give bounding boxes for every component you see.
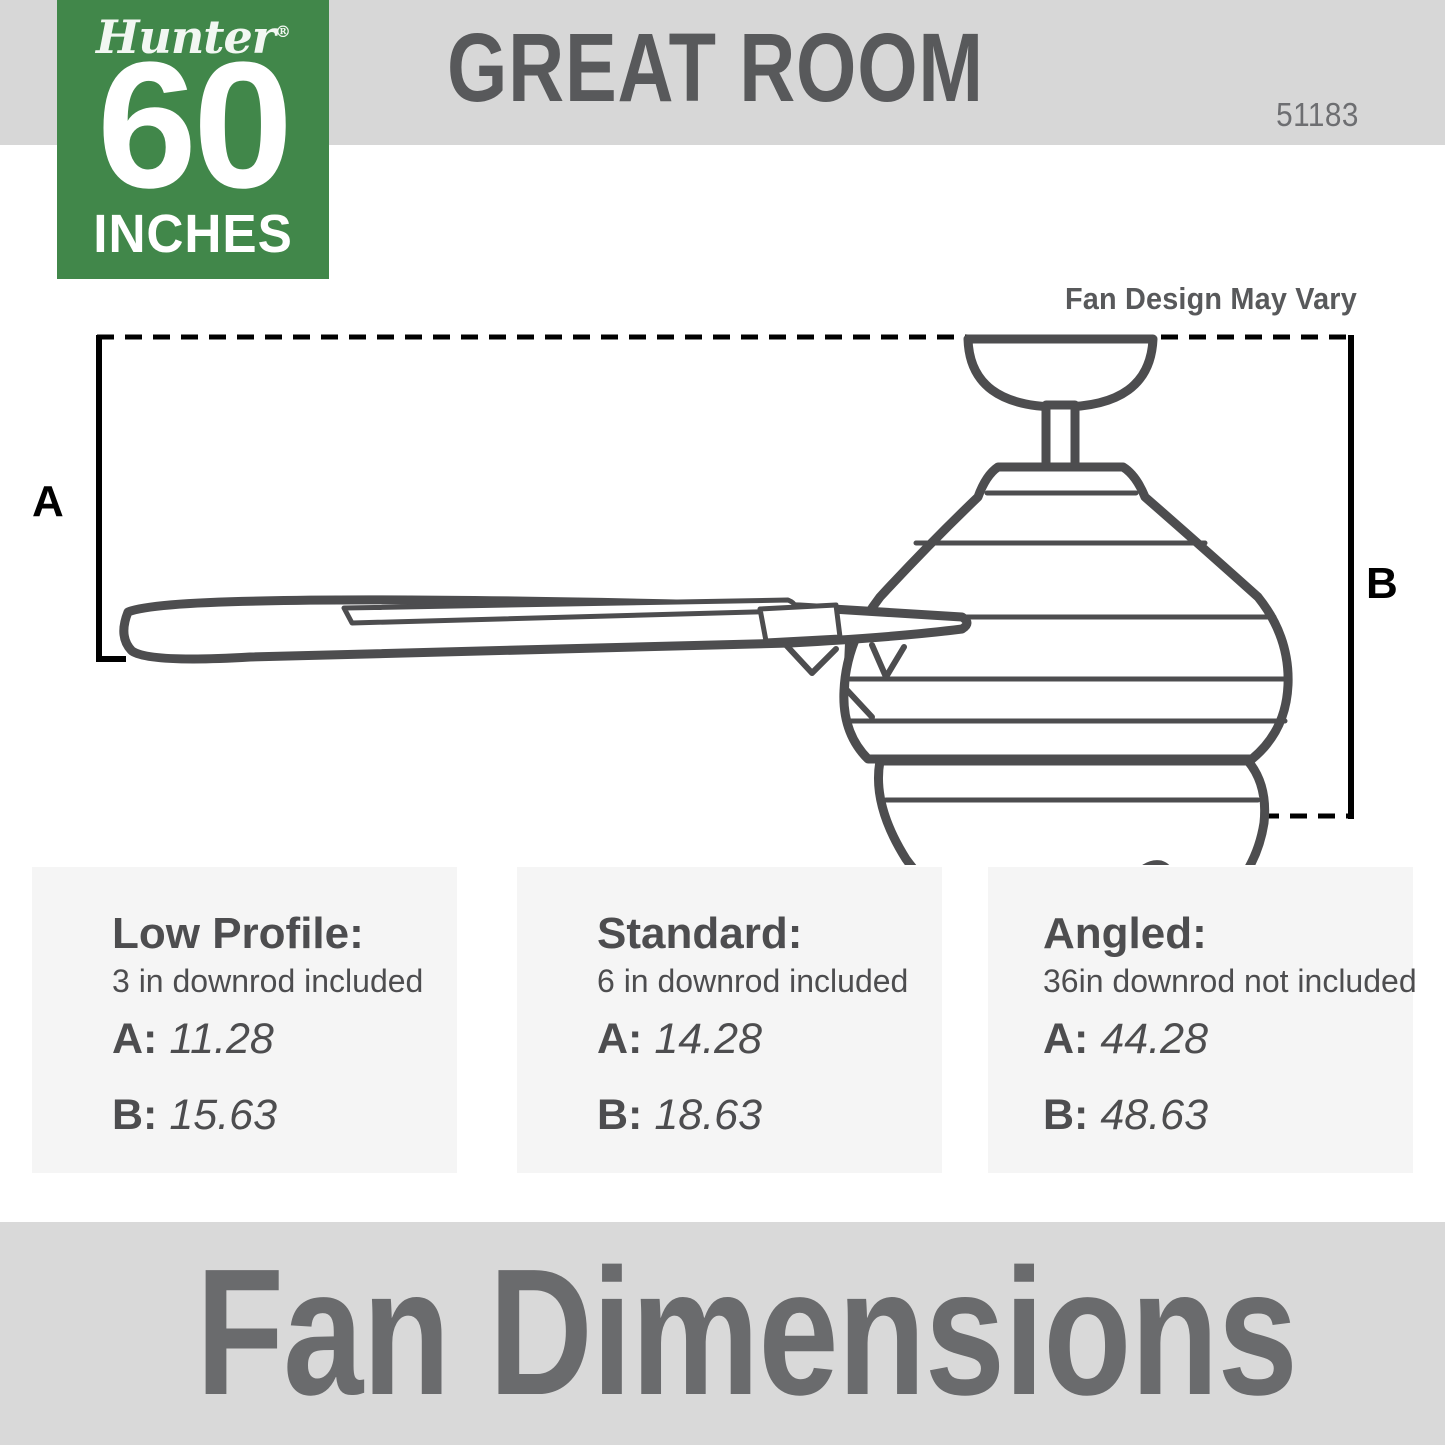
card-row-a-key: A: — [1043, 1015, 1089, 1063]
size-badge: Hunter 60 INCHES — [57, 0, 329, 279]
card-subtitle: 3 in downrod included — [112, 963, 424, 999]
fan-diagram: Fan Design May Vary A B — [0, 145, 1445, 959]
dimension-label-a: A — [32, 477, 64, 526]
light-kit-globe — [873, 756, 1270, 959]
footer-band — [0, 1222, 1445, 1445]
blade-iron — [757, 602, 843, 644]
dimension-cards: Low Profile: 3 in downrod included A: 11.… — [0, 867, 1445, 1173]
model-number: 51183 — [1276, 96, 1359, 133]
card-title: Angled: — [1043, 909, 1207, 958]
card-row-a-key: A: — [112, 1015, 158, 1063]
card-row-a: A: 14.28 — [597, 1012, 942, 1076]
canopy — [963, 334, 1158, 412]
card-row-b-key: B: — [112, 1091, 158, 1139]
card-subtitle: 6 in downrod included — [597, 963, 909, 999]
card-row-b-key: B: — [597, 1091, 643, 1139]
card-row-a-value: 14.28 — [654, 1015, 762, 1063]
blade-mount-stem — [843, 640, 875, 720]
card-row-a: A: 44.28 — [1043, 1012, 1413, 1076]
footer-title: Fan Dimensions — [196, 1231, 1298, 1433]
card-subtitle: 36in downrod not included — [1043, 963, 1417, 999]
card-title: Low Profile: — [112, 909, 364, 958]
card-row-b-value: 18.63 — [654, 1091, 762, 1139]
card-row-b: B: 18.63 — [597, 1088, 942, 1152]
card-row-b-value: 15.63 — [169, 1091, 277, 1139]
fan-body — [119, 334, 1293, 959]
fan-blade — [119, 595, 972, 664]
card-standard: Standard: 6 in downrod included A: 14.28 … — [517, 867, 942, 1173]
card-row-a: A: 11.28 — [112, 1012, 457, 1076]
card-row-a-key: A: — [597, 1015, 643, 1063]
downrod — [1041, 400, 1080, 474]
card-low-profile: Low Profile: 3 in downrod included A: 11.… — [32, 867, 457, 1173]
card-title: Standard: — [597, 909, 803, 958]
dimension-label-b: B — [1366, 559, 1398, 608]
card-row-b-key: B: — [1043, 1091, 1089, 1139]
page-title: GREAT ROOM — [447, 13, 984, 122]
card-row-b-value: 48.63 — [1100, 1091, 1208, 1139]
fan-illustration-svg — [96, 334, 1354, 959]
badge-size-unit: INCHES — [93, 204, 293, 264]
blade-bracket-right — [869, 642, 907, 680]
card-angled: Angled: 36in downrod not included A: 44.2… — [988, 867, 1417, 1173]
card-row-a-value: 11.28 — [169, 1015, 274, 1063]
hunter-logo: Hunter — [57, 10, 329, 64]
card-row-b: B: 48.63 — [1043, 1088, 1413, 1152]
card-row-b: B: 15.63 — [112, 1088, 457, 1152]
blade-bracket-left — [783, 642, 839, 676]
card-row-a-value: 44.28 — [1100, 1015, 1208, 1063]
fan-design-disclaimer: Fan Design May Vary — [1065, 281, 1357, 316]
badge-size-number: 60 — [96, 25, 293, 226]
